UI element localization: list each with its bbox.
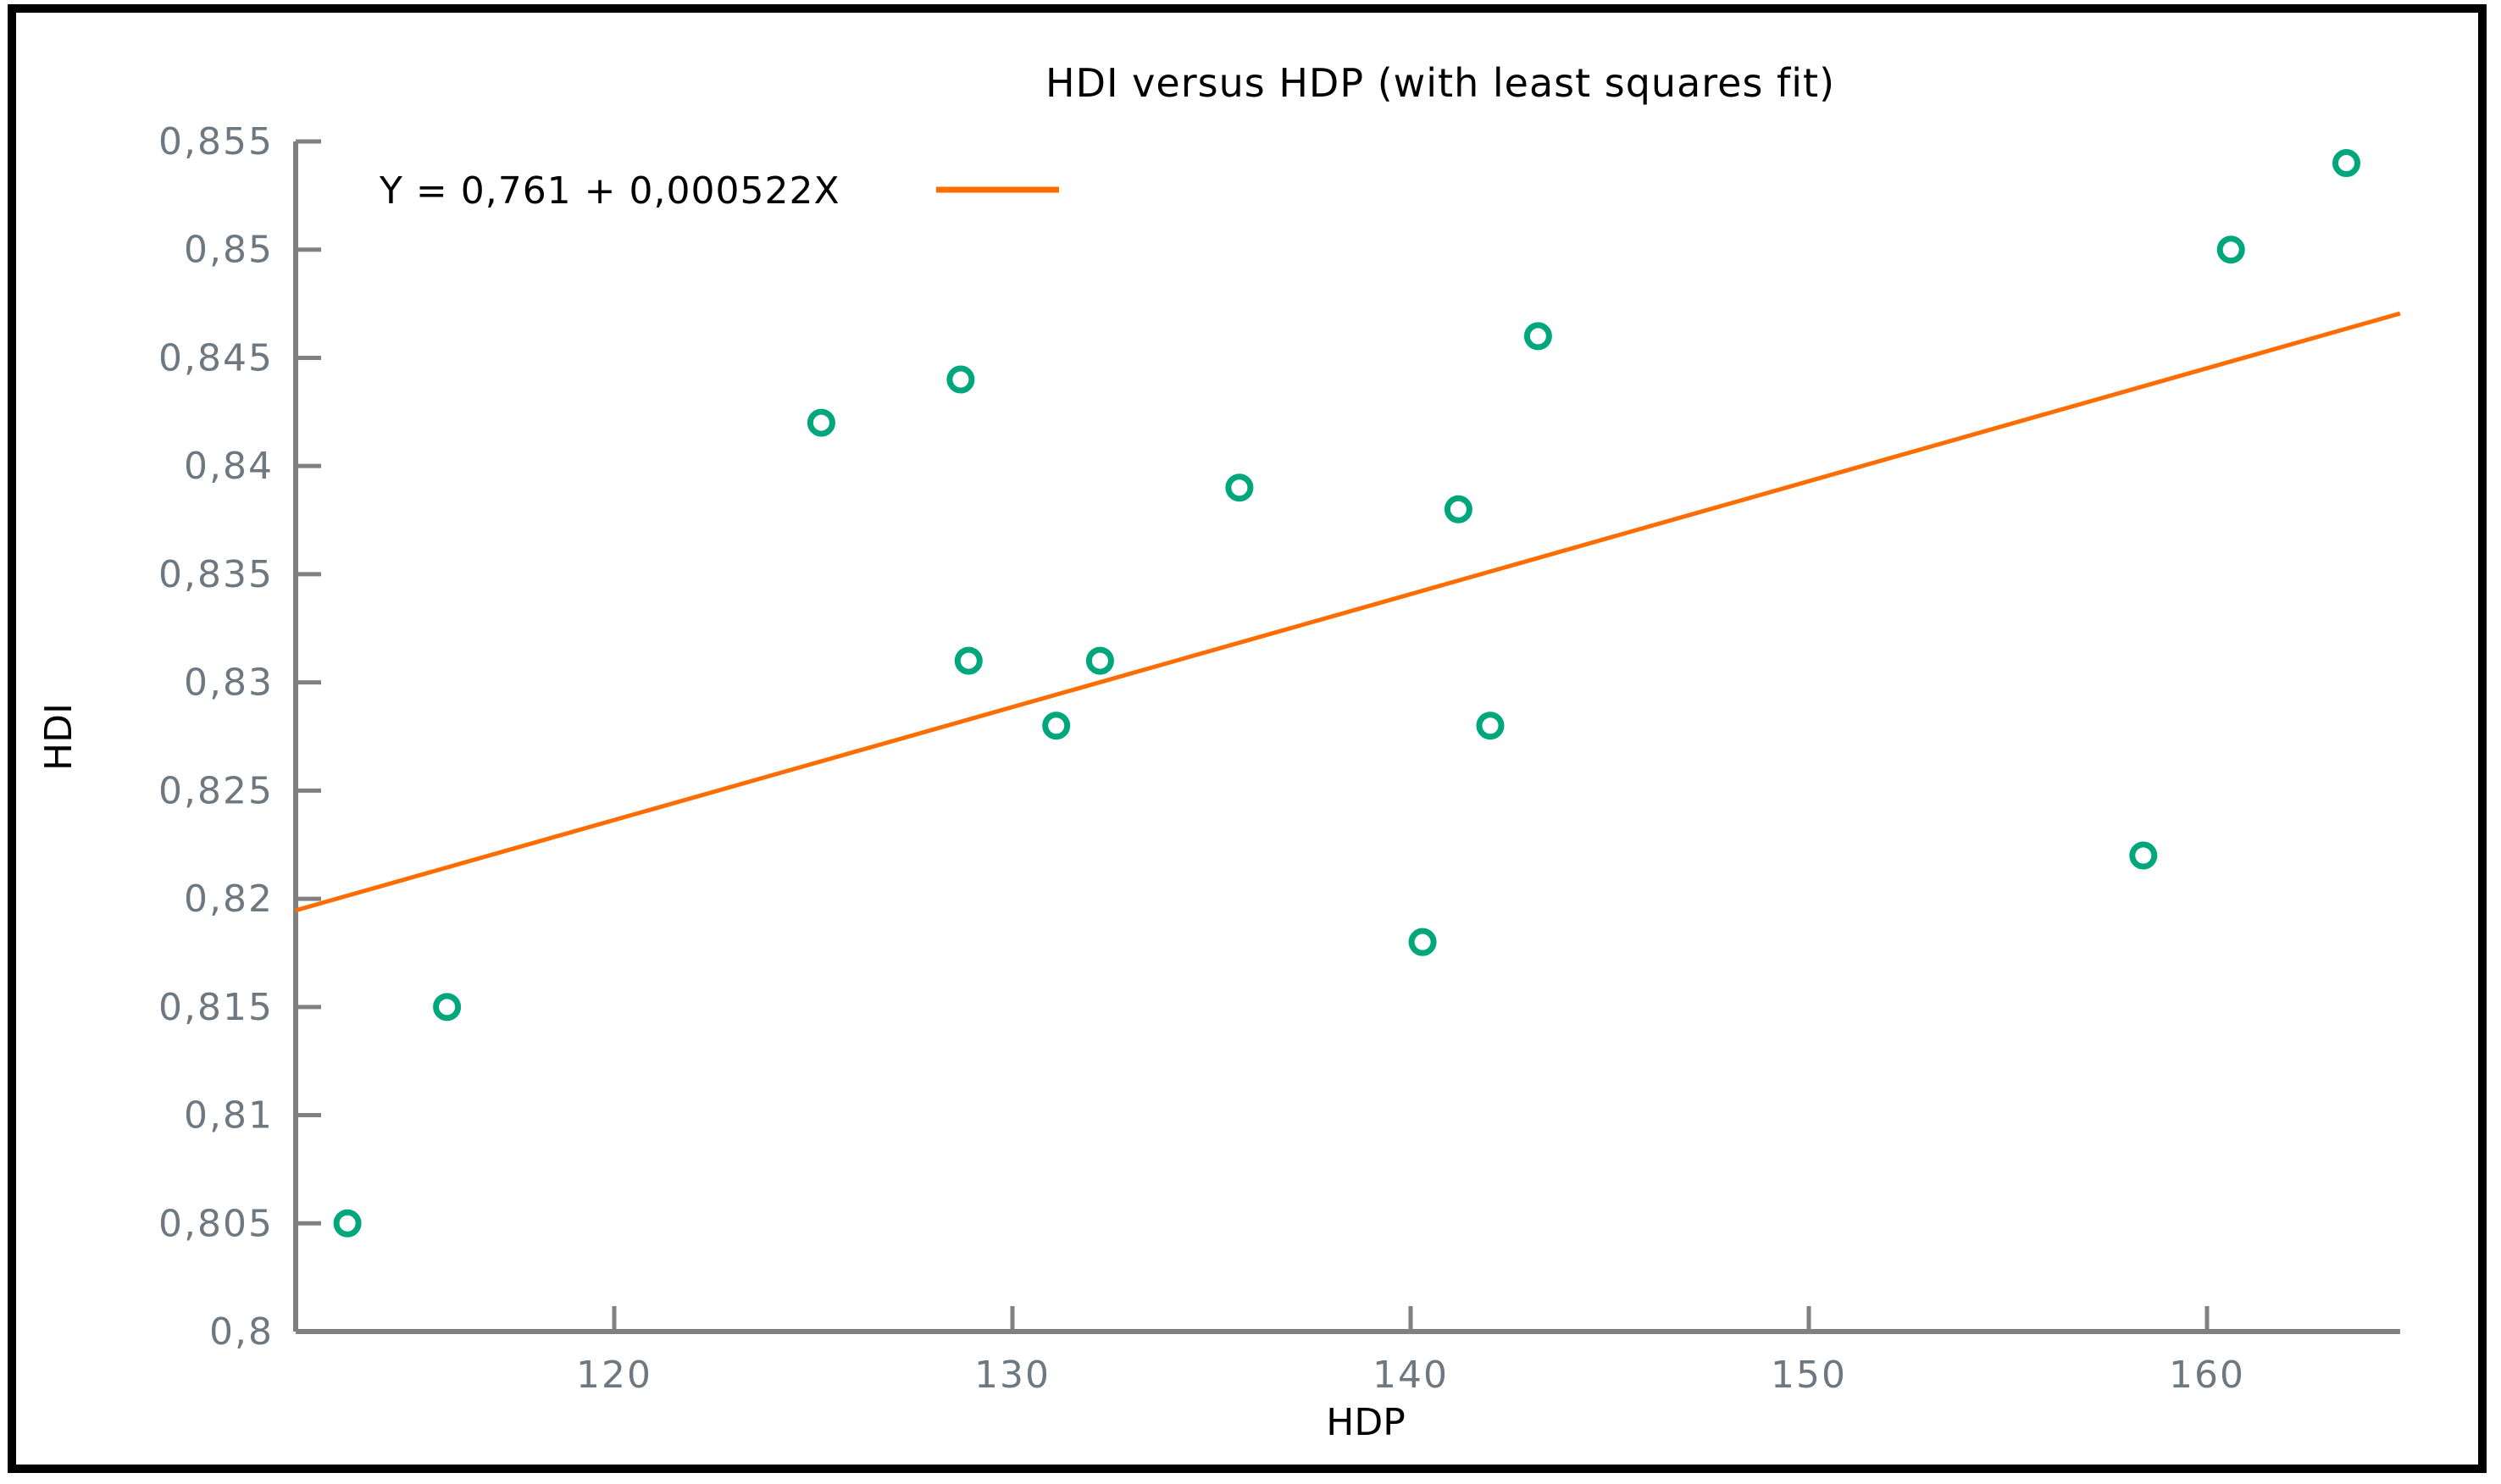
data-point [2129,841,2158,870]
x-tick-label: 120 [576,1354,652,1397]
y-tick-label: 0,8 [209,1310,274,1354]
chart-title: HDI versus HDP (with least squares fit) [1045,60,1835,106]
y-tick-label: 0,84 [184,445,274,488]
x-tick-label: 160 [2169,1354,2245,1397]
y-tick-label: 0,835 [158,553,274,596]
data-point [1408,928,1437,956]
outer-border [8,4,2487,1473]
y-tick-label: 0,855 [158,120,274,163]
x-axis-label: HDP [1326,1401,1406,1444]
data-point [333,1209,362,1238]
data-point [1085,646,1114,675]
x-tick-label: 130 [974,1354,1051,1397]
x-tick-label: 150 [1771,1354,1847,1397]
legend-label: Y = 0,761 + 0,000522X [379,169,840,213]
data-point [1042,712,1071,740]
data-point [1476,712,1505,740]
y-tick-label: 0,825 [158,769,274,812]
fit-line [295,311,2401,913]
data-point [946,365,975,394]
y-tick-label: 0,815 [158,986,274,1029]
data-point [1523,322,1552,351]
y-tick-label: 0,805 [158,1202,274,1245]
data-point [2216,235,2245,264]
y-tick-label: 0,82 [184,878,274,921]
data-point [2332,149,2360,178]
y-tick-label: 0,845 [158,336,274,379]
data-point [807,408,835,437]
y-tick-label: 0,85 [184,229,274,272]
data-point [1225,473,1254,502]
data-point [954,646,983,675]
x-tick-label: 140 [1372,1354,1449,1397]
y-tick-label: 0,81 [184,1094,274,1138]
plot-area: 0,8 0,805 0,81 0,815 0,82 0,825 0,83 0,835 0,84 0… [158,120,2401,1397]
y-axis-label: HDI [37,703,80,771]
data-point [1444,495,1472,523]
y-tick-label: 0,83 [184,662,274,705]
data-point [433,993,462,1022]
